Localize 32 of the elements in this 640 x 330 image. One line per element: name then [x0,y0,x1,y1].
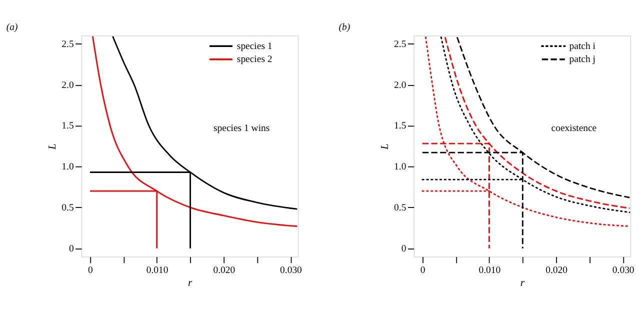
y-axis-title: L [47,143,58,150]
y-axis-title: L [380,143,391,150]
y-tick-label: 1.0 [62,162,74,173]
y-tick-label: 1.0 [394,162,406,173]
x-axis-title: r [188,278,193,290]
y-tick-label: 0.5 [62,202,74,214]
x-tick-label: 0 [88,264,94,276]
legend-label: patch j [569,54,596,66]
y-tick-label: 2.5 [394,38,406,50]
y-tick-label: 2.5 [62,38,74,50]
y-tick-label: 0.5 [394,202,406,214]
x-tick-label: 0.020 [213,264,236,276]
y-tick-label: 0 [68,243,74,254]
x-tick-label: 0.030 [280,264,302,276]
y-tick-label: 2.0 [394,80,406,91]
y-tick-label: 1.5 [394,120,406,132]
chart-title: (a) [6,22,18,34]
legend-label: species 1 [236,40,272,52]
x-tick-label: 0.030 [612,264,634,276]
legend-label: patch i [569,40,596,52]
y-tick-label: 0 [401,243,406,254]
annotation: species 1 wins [214,123,270,134]
annotation: coexistence [551,123,597,134]
x-tick-label: 0 [420,264,426,276]
x-tick-label: 0.010 [146,264,168,276]
y-tick-label: 2.0 [62,80,74,91]
x-tick-label: 0.010 [478,264,501,276]
x-axis-title: r [520,278,526,290]
y-tick-label: 1.5 [62,120,74,132]
legend-label: species 2 [236,54,272,66]
chart-title: (b) [338,22,350,34]
x-tick-label: 0.020 [546,264,568,276]
